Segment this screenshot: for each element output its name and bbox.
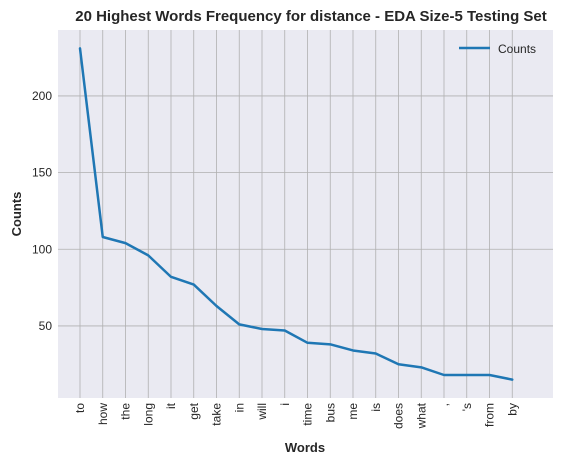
- y-tick-label: 150: [32, 166, 52, 180]
- legend: Counts: [459, 42, 536, 56]
- x-tick-label: from: [483, 403, 497, 427]
- data-point: [102, 236, 104, 238]
- x-tick-label: the: [119, 403, 133, 420]
- plot-area: [58, 30, 553, 398]
- data-point: [284, 329, 286, 331]
- x-tick-label: will: [255, 403, 269, 421]
- data-point: [261, 328, 263, 330]
- x-tick-label: time: [301, 403, 315, 426]
- data-point: [375, 352, 377, 354]
- data-point: [193, 283, 195, 285]
- x-tick-label: to: [73, 403, 87, 413]
- x-tick-label: in: [232, 403, 246, 412]
- x-tick-label: ,: [437, 403, 451, 406]
- y-axis-label: Counts: [9, 192, 24, 237]
- data-point: [511, 378, 513, 380]
- y-tick-labels: 50 100 150 200: [32, 89, 52, 333]
- y-tick-label: 200: [32, 89, 52, 103]
- data-point: [352, 349, 354, 351]
- y-tick-label: 50: [39, 319, 53, 333]
- data-point: [170, 276, 172, 278]
- data-point: [79, 47, 81, 49]
- data-point: [329, 343, 331, 345]
- x-tick-label: does: [392, 403, 406, 429]
- x-tick-labels: to how the long it get take in will i time bus me is d…: [73, 402, 519, 429]
- series-layer: [78, 47, 514, 381]
- legend-label: Counts: [498, 42, 536, 56]
- data-point: [397, 363, 399, 365]
- data-point: [466, 374, 468, 376]
- data-point: [238, 323, 240, 325]
- x-tick-label: long: [141, 403, 155, 426]
- x-tick-label: me: [346, 403, 360, 420]
- x-tick-label: take: [210, 403, 224, 426]
- chart-title: 20 Highest Words Frequency for distance …: [75, 8, 547, 25]
- series-line: [78, 47, 514, 381]
- y-tick-label: 100: [32, 242, 52, 256]
- data-point: [124, 242, 126, 244]
- grid-lines: [58, 30, 553, 398]
- x-tick-label: by: [505, 403, 519, 416]
- x-tick-label: 's: [460, 403, 474, 411]
- x-tick-label: is: [369, 403, 383, 412]
- x-tick-label: it: [164, 402, 178, 409]
- x-axis-label: Words: [285, 440, 325, 455]
- x-tick-label: bus: [323, 403, 337, 422]
- data-point: [443, 374, 445, 376]
- x-tick-label: i: [278, 403, 292, 406]
- x-tick-label: what: [414, 402, 428, 429]
- data-point: [215, 305, 217, 307]
- data-point: [147, 254, 149, 256]
- x-tick-label: how: [96, 403, 110, 425]
- data-point: [306, 342, 308, 344]
- data-point: [420, 366, 422, 368]
- x-tick-label: get: [187, 402, 201, 419]
- data-point: [488, 374, 490, 376]
